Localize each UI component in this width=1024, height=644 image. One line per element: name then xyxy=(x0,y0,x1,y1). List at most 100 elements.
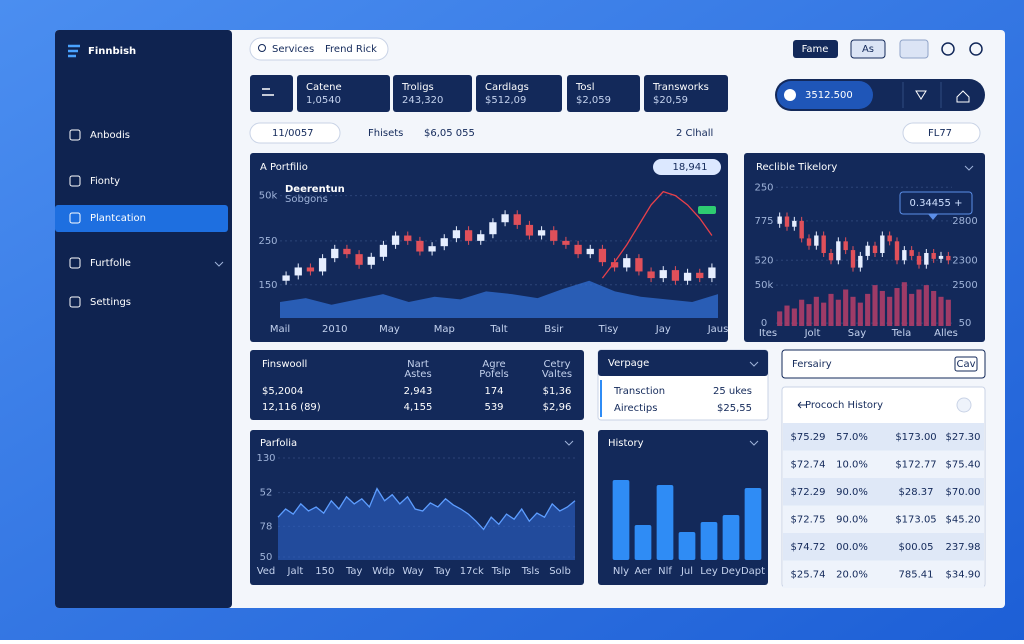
cell: $72.29 xyxy=(791,487,826,498)
tick-label: 2800 xyxy=(952,216,977,227)
x-label: Dapt xyxy=(741,566,765,577)
x-label: Mail xyxy=(270,324,290,335)
stat-card xyxy=(476,75,562,112)
button-label[interactable]: Cav xyxy=(956,359,975,370)
bar xyxy=(656,485,674,560)
stat-label: Catene xyxy=(306,82,342,93)
cell: $1,36 xyxy=(543,386,572,397)
candle xyxy=(355,254,363,265)
x-label: Dey xyxy=(721,566,741,577)
candle xyxy=(924,253,929,265)
panel-title: Fersairy xyxy=(792,359,832,370)
candle xyxy=(777,216,782,224)
table-row xyxy=(783,450,984,478)
x-label: Tay xyxy=(345,566,363,577)
cell: 90.0% xyxy=(836,487,868,498)
date-pill[interactable] xyxy=(249,122,341,144)
x-label: May xyxy=(379,324,400,335)
row-label: Transction xyxy=(613,386,665,397)
candle xyxy=(916,255,922,265)
candle xyxy=(858,255,863,268)
candle xyxy=(938,255,944,259)
x-label: Solb xyxy=(549,566,571,577)
candle xyxy=(586,248,594,255)
candle xyxy=(452,230,461,239)
cell: $75.29 xyxy=(791,432,826,443)
tooltip-text: 0.34455 + xyxy=(910,198,963,209)
candle xyxy=(404,235,412,241)
legend: Sobgons xyxy=(285,194,328,205)
menu-icon xyxy=(69,257,81,269)
tick-label: 520 xyxy=(754,255,773,266)
menu-item[interactable]: Settings xyxy=(90,297,131,308)
cell: $2,96 xyxy=(543,402,572,413)
label: FL77 xyxy=(928,128,952,139)
panel-title: Reclible Tikelory xyxy=(756,162,837,173)
icon-button[interactable] xyxy=(899,39,929,59)
button[interactable] xyxy=(850,39,886,59)
button-label: Fame xyxy=(802,44,829,55)
icon[interactable] xyxy=(941,42,955,56)
bar xyxy=(634,525,652,560)
x-label: 17ck xyxy=(460,566,484,577)
menu-item[interactable]: Plantcation xyxy=(90,213,146,224)
cell: $72.74 xyxy=(791,460,826,471)
icon[interactable] xyxy=(969,42,983,56)
filter-pill[interactable] xyxy=(902,122,981,144)
x-label: Aer xyxy=(635,566,653,577)
cell: 10.0% xyxy=(836,460,868,471)
panel-title: Finswooll xyxy=(262,359,307,370)
candle xyxy=(574,244,582,255)
tick-label: 50 xyxy=(260,552,273,563)
cell: $27.30 xyxy=(946,432,981,443)
candle xyxy=(814,235,819,246)
table-title: Prococh History xyxy=(805,400,883,411)
tick-label: 78 xyxy=(260,521,273,532)
back-arrow[interactable] xyxy=(797,401,806,409)
row-label: Airectips xyxy=(614,403,657,414)
table-row xyxy=(783,423,984,451)
cell: $172.77 xyxy=(895,460,936,471)
badge xyxy=(653,159,721,175)
candle xyxy=(931,253,936,259)
button[interactable] xyxy=(793,40,838,58)
button[interactable] xyxy=(954,356,978,372)
label: 11/0057 xyxy=(272,128,314,139)
menu-item[interactable]: Furtfolle xyxy=(90,258,131,269)
area-line xyxy=(277,487,576,531)
x-label: Talt xyxy=(489,324,507,335)
volume-bar xyxy=(835,299,841,326)
candle xyxy=(513,214,521,225)
menu-item[interactable]: Fionty xyxy=(90,176,120,187)
column-header: Valtes xyxy=(542,369,572,380)
legend: Deerentun xyxy=(285,184,345,195)
cell: $00.05 xyxy=(899,542,934,553)
volume-bar xyxy=(923,285,929,326)
volume-bar xyxy=(857,302,863,326)
bar xyxy=(678,532,696,560)
stat-card xyxy=(297,75,390,112)
x-label: Jaus xyxy=(707,324,729,335)
badge: 18,941 xyxy=(673,162,708,173)
menu-card[interactable] xyxy=(250,75,293,112)
candle xyxy=(683,272,692,281)
active-item xyxy=(55,205,228,232)
button-label: As xyxy=(862,44,874,55)
menu-item[interactable]: Anbodis xyxy=(90,130,130,141)
label: $6,05 055 xyxy=(424,128,475,139)
volume-bar xyxy=(813,296,819,326)
cell: $74.72 xyxy=(791,542,826,553)
bar xyxy=(722,515,740,560)
label: Services xyxy=(272,44,314,55)
x-label: Tay xyxy=(433,566,451,577)
icon[interactable] xyxy=(956,397,972,413)
candle xyxy=(489,222,497,235)
icon[interactable] xyxy=(915,90,927,100)
icon[interactable] xyxy=(956,90,970,103)
cell: 00.0% xyxy=(836,542,868,553)
search[interactable] xyxy=(249,37,389,61)
candle xyxy=(880,235,885,253)
volume-bar xyxy=(821,302,827,326)
volume-bar xyxy=(784,305,790,326)
volume-bar xyxy=(777,311,783,326)
